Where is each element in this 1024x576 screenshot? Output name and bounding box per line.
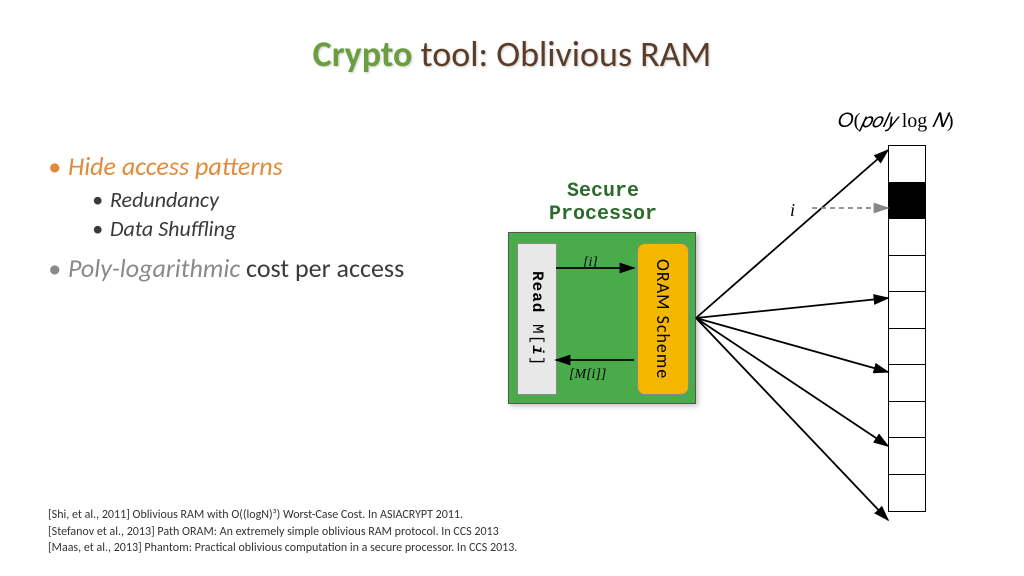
memory-cell — [888, 255, 926, 293]
memory-cell — [888, 218, 926, 256]
memory-column — [888, 145, 926, 510]
bullet-list: Hide access patterns Redundancy Data Shu… — [48, 150, 478, 288]
memory-cell — [888, 437, 926, 475]
complexity-formula: 𝑂(𝑝𝑜𝑙𝑦 log 𝑁) — [838, 110, 954, 133]
bullet-sub-2: Data Shuffling — [48, 215, 478, 242]
inner-label-i: [i] — [583, 255, 598, 271]
memory-cell — [888, 328, 926, 366]
oram-scheme-box: ORAM Scheme — [637, 243, 689, 395]
oram-scheme-text: ORAM Scheme — [652, 259, 674, 379]
references: [Shi, et al., 2011] Oblivious RAM with O… — [48, 507, 517, 556]
reference-line: [Shi, et al., 2011] Oblivious RAM with O… — [48, 507, 517, 523]
memory-cell — [888, 474, 926, 512]
read-op-text: Read M[i] — [528, 271, 546, 366]
memory-cell — [888, 291, 926, 329]
read-op-box: Read M[i] — [517, 243, 557, 395]
reference-line: [Stefanov et al., 2013] Path ORAM: An ex… — [48, 524, 517, 540]
memory-cell — [888, 145, 926, 183]
memory-cell — [888, 364, 926, 402]
processor-label: Secure Processor — [518, 180, 688, 226]
reference-line: [Maas, et al., 2013] Phantom: Practical … — [48, 540, 517, 556]
index-i-label: i — [790, 200, 795, 221]
memory-cell — [888, 182, 926, 220]
inner-label-mi: [M[i]] — [569, 367, 606, 383]
title-rest: tool: Oblivious RAM — [412, 32, 711, 76]
bullet-main-2-plain: cost per access — [240, 252, 404, 284]
bullet-main-1: Hide access patterns — [48, 150, 478, 182]
bullet-main-2: Poly-logarithmic cost per access — [48, 252, 478, 284]
bullet-main-2-italic: Poly-logarithmic — [68, 252, 240, 284]
memory-cell — [888, 401, 926, 439]
slide-title: Crypto tool: Oblivious RAM — [0, 32, 1024, 76]
secure-processor-box: Read M[i] ORAM Scheme [i] [M[i]] — [508, 232, 696, 404]
title-accent: Crypto — [313, 32, 413, 76]
bullet-sub-1: Redundancy — [48, 186, 478, 213]
